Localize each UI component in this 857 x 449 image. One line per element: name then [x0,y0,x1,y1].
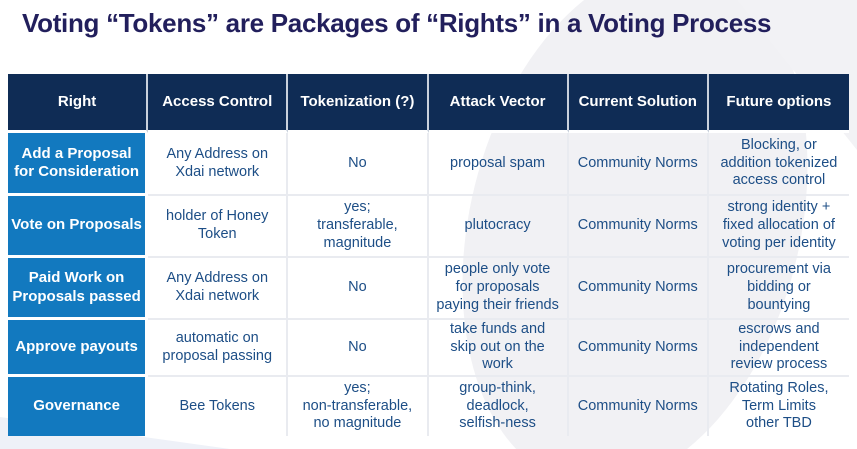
body-cell-attack_vector: proposal spam [428,133,569,196]
row-header-cell: Governance [8,377,149,436]
header-cell-current_solution: Current Solution [568,74,709,133]
body-cell-tokenization: yes; non-transferable, no magnitude [288,377,429,436]
body-cell-tokenization: No [288,258,429,320]
body-cell-current_solution: Community Norms [568,320,709,377]
body-cell-future_options: escrows and independent review process [708,320,849,377]
body-cell-future_options: Blocking, or addition tokenized access c… [708,133,849,196]
row-header-cell: Add a Proposal for Consideration [8,133,149,196]
body-cell-attack_vector: people only vote for proposals paying th… [428,258,569,320]
body-cell-access_control: holder of Honey Token [148,196,289,258]
page-title: Voting “Tokens” are Packages of “Rights”… [22,8,772,38]
body-cell-tokenization: No [288,320,429,377]
body-cell-future_options: Rotating Roles, Term Limits other TBD [729,379,829,432]
row-header-cell: Paid Work on Proposals passed [8,258,149,320]
body-cell-access_control: Any Address on Xdai network [148,133,289,196]
rights-table: Right Access Control Tokenization (?) Attac… [8,74,849,436]
body-cell-access_control: Bee Tokens [148,377,289,436]
row-header-cell: Vote on Proposals [8,196,149,258]
body-cell-attack_vector: group-think, deadlock, selfish-ness [429,377,569,436]
header-cell-future_options: Future options [708,74,849,133]
row-header-cell: Approve payouts [8,320,149,377]
body-cell-tokenization: No [288,133,429,196]
body-cell-current_solution: Community Norms [568,196,709,258]
header-cell-right: Right [8,74,149,133]
body-cell-current_solution: Community Norms [569,377,709,436]
body-cell-current_solution: Community Norms [568,258,709,320]
body-cell-access_control: automatic on proposal passing [148,320,289,377]
header-cell-tokenization: Tokenization (?) [288,74,429,133]
header-cell-access_control: Access Control [148,74,289,133]
body-cell-future_options: procurement via bidding or bountying [708,258,849,320]
body-cell-current_solution: Community Norms [568,133,709,196]
body-cell-access_control: Any Address on Xdai network [148,258,289,320]
body-cell-tokenization: yes; transferable, magnitude [288,196,429,258]
header-cell-attack_vector: Attack Vector [428,74,569,133]
body-cell-attack_vector: take funds and skip out on the work [428,320,569,377]
body-cell-attack_vector: plutocracy [428,196,569,258]
body-cell-future_options: strong identity + fixed allocation of vo… [708,196,849,258]
